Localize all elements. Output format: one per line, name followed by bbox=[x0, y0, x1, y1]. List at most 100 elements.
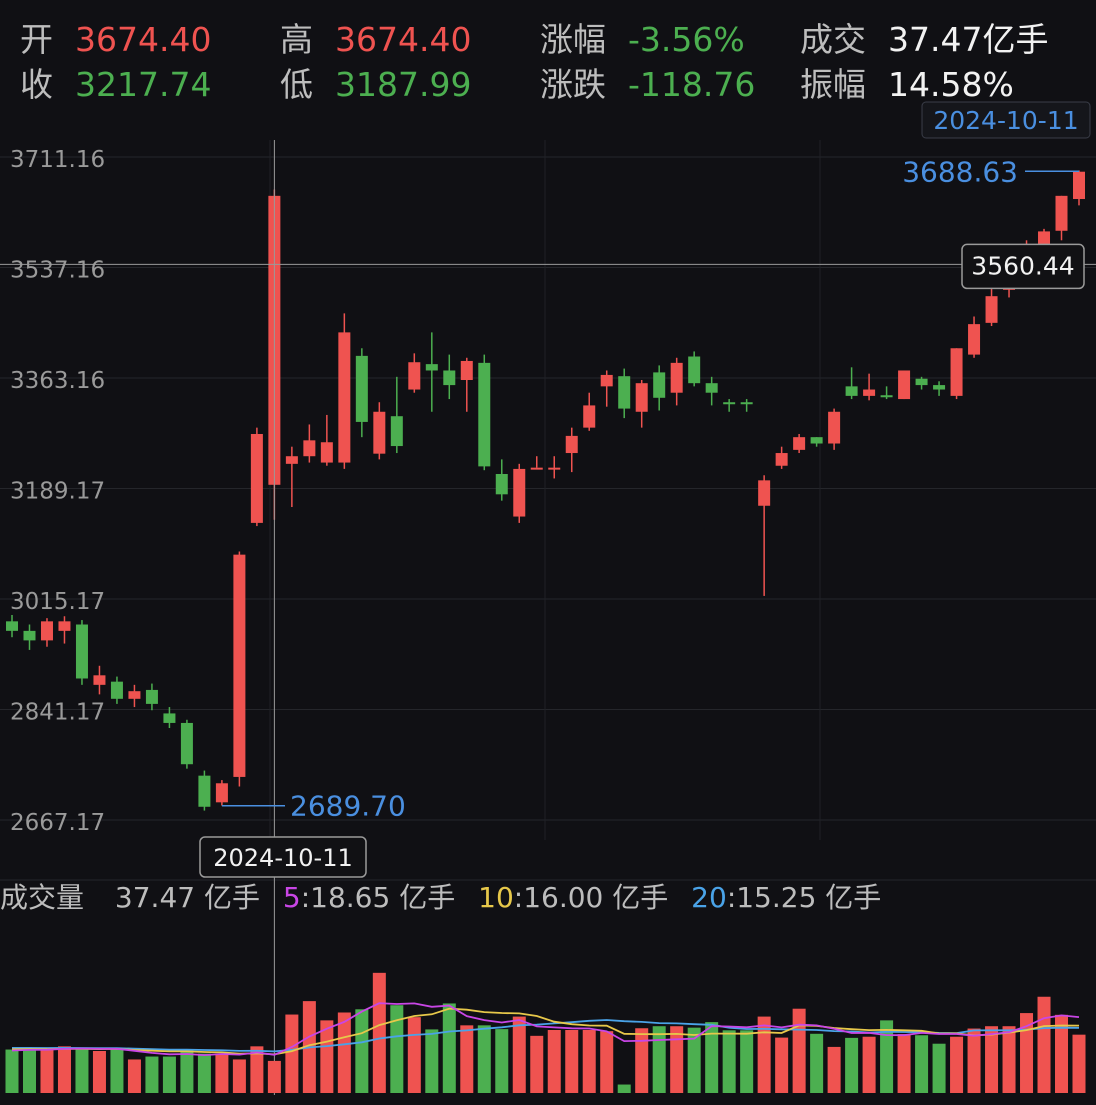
crosshair-date-label: 2024-10-11 bbox=[213, 844, 352, 872]
pct-change-value: -3.56% bbox=[628, 20, 745, 59]
volume-ma10-line bbox=[11, 1007, 1080, 1056]
candle-body bbox=[495, 473, 508, 495]
candle-body bbox=[285, 456, 298, 464]
candle-body bbox=[460, 360, 473, 381]
y-tick-label: 2667.17 bbox=[10, 810, 105, 836]
volume-bar bbox=[880, 1020, 894, 1093]
volume-bar bbox=[355, 1009, 369, 1093]
low-label: 低 bbox=[280, 65, 313, 104]
crosshair-date-box bbox=[199, 836, 367, 878]
volume-bar bbox=[407, 1017, 421, 1093]
volume-bar bbox=[460, 1025, 474, 1093]
volume-bar bbox=[582, 1030, 596, 1093]
volume-bar bbox=[145, 1056, 159, 1093]
volume-bar bbox=[915, 1035, 929, 1093]
candle-body bbox=[688, 356, 701, 384]
candle-body bbox=[198, 775, 211, 807]
y-tick-label: 3537.16 bbox=[10, 258, 105, 284]
ma20-value: :15.25 亿手 bbox=[726, 881, 882, 914]
volume-bar bbox=[75, 1049, 89, 1093]
candle-body bbox=[810, 437, 823, 444]
crosshair-price-box bbox=[961, 243, 1085, 290]
candle-body bbox=[740, 402, 753, 405]
volume-bar bbox=[442, 1003, 456, 1093]
candle-body bbox=[933, 385, 946, 390]
crosshair-price-label: 3560.44 bbox=[971, 251, 1074, 280]
candle-body bbox=[250, 433, 263, 523]
volume-bar bbox=[267, 1060, 281, 1093]
volume-bar bbox=[827, 1046, 841, 1093]
high-value: 3674.40 bbox=[335, 20, 472, 59]
candle-body bbox=[565, 435, 578, 454]
candle-body bbox=[863, 389, 876, 396]
turnover-value: 37.47亿手 bbox=[888, 20, 1049, 59]
volume-bar bbox=[862, 1036, 876, 1093]
candle-body bbox=[408, 362, 421, 390]
volume-bar bbox=[1020, 1013, 1034, 1093]
volume-bar bbox=[477, 1025, 491, 1093]
volume-bar bbox=[372, 972, 386, 1093]
candle-body bbox=[548, 467, 561, 470]
high-label: 高 bbox=[280, 20, 313, 59]
candle-body bbox=[915, 378, 928, 386]
volume-bar bbox=[950, 1036, 964, 1093]
candle-body bbox=[145, 689, 158, 704]
volume-bar bbox=[530, 1035, 544, 1093]
candle-body bbox=[23, 630, 36, 641]
candle-body bbox=[828, 411, 841, 444]
turnover-label: 成交 bbox=[800, 20, 866, 59]
candle-body bbox=[880, 395, 893, 398]
volume-bar bbox=[110, 1047, 124, 1093]
candle-body bbox=[215, 783, 228, 803]
volume-bar bbox=[57, 1046, 71, 1093]
volume-bar bbox=[687, 1027, 701, 1093]
candle-body bbox=[110, 681, 123, 699]
volume-bar bbox=[635, 1028, 649, 1093]
candle-body bbox=[1073, 171, 1085, 200]
y-tick-label: 3711.16 bbox=[10, 147, 105, 173]
volume-ma5-line bbox=[11, 1002, 1080, 1057]
candle-body bbox=[670, 362, 683, 393]
volume-bar bbox=[232, 1059, 246, 1093]
candle-body bbox=[128, 691, 141, 699]
min-marker-label: 2689.70 bbox=[290, 790, 406, 823]
volume-bar bbox=[1002, 1026, 1016, 1093]
candle-body bbox=[303, 440, 316, 457]
volume-bar bbox=[495, 1029, 509, 1093]
volume-bar bbox=[547, 1030, 561, 1093]
quote-header: 开 3674.40 高 3674.40 涨幅 -3.56% 成交 37.47亿手… bbox=[0, 0, 1096, 120]
volume-bar bbox=[617, 1084, 631, 1093]
volume-bar bbox=[565, 1030, 579, 1093]
volume-bar bbox=[757, 1016, 771, 1093]
max-date-box bbox=[921, 101, 1091, 139]
candle-body bbox=[58, 621, 71, 631]
volume-bar bbox=[215, 1053, 229, 1093]
candle-body bbox=[705, 383, 718, 393]
ma20-key: 20 bbox=[691, 881, 727, 914]
candle-body bbox=[355, 355, 368, 422]
amplitude-label: 振幅 bbox=[800, 65, 866, 104]
ma10-value: :16.00 亿手 bbox=[513, 881, 669, 914]
candle-body bbox=[180, 722, 193, 765]
volume-bar bbox=[705, 1022, 719, 1093]
y-tick-label: 3189.17 bbox=[10, 478, 105, 504]
candle-body bbox=[163, 713, 176, 723]
volume-legend: 成交量 37.47 亿手 5:18.65 亿手 10:16.00 亿手 20:1… bbox=[0, 878, 881, 918]
change-value: -118.76 bbox=[628, 65, 756, 104]
volume-bar bbox=[162, 1056, 176, 1093]
volume-bar bbox=[127, 1059, 141, 1093]
volume-bar bbox=[1055, 1014, 1069, 1093]
candle-body bbox=[373, 411, 386, 454]
candle-body bbox=[443, 370, 456, 386]
volume-bar bbox=[337, 1012, 351, 1093]
candle-body bbox=[233, 554, 246, 777]
open-label: 开 bbox=[20, 20, 53, 59]
amplitude-value: 14.58% bbox=[888, 65, 1014, 104]
volume-bar bbox=[180, 1049, 194, 1093]
volume-bar bbox=[985, 1026, 999, 1093]
candle-body bbox=[845, 386, 858, 396]
ma5-value: :18.65 亿手 bbox=[300, 881, 456, 914]
volume-bar bbox=[932, 1043, 946, 1093]
candle-body bbox=[898, 370, 911, 400]
